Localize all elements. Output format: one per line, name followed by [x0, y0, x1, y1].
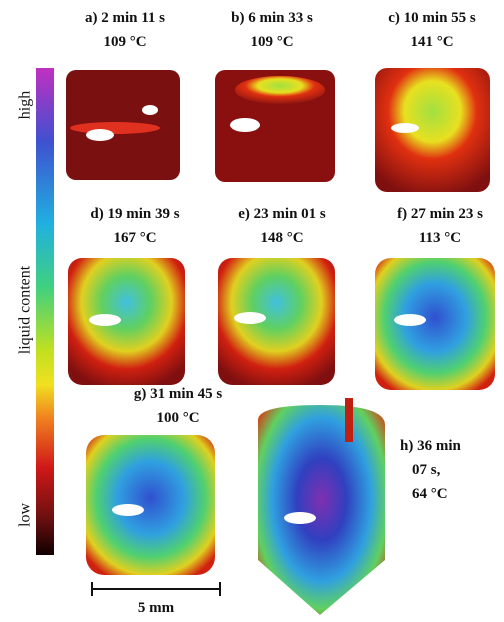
panel-label: 109 °C: [250, 34, 293, 50]
panel-label: f) 27 min 23 s: [397, 206, 483, 222]
panel-label: 141 °C: [410, 34, 453, 50]
colorbar-low: low: [17, 503, 34, 527]
panel-label: d) 19 min 39 s: [90, 206, 179, 222]
scale-bar: [92, 582, 220, 596]
colorbar: [36, 68, 54, 555]
panel-label: 07 s,: [412, 462, 441, 478]
panel-label: 113 °C: [419, 230, 461, 246]
panel-label: b) 6 min 33 s: [231, 10, 313, 26]
panel-label: a) 2 min 11 s: [85, 10, 165, 26]
panel-label: 148 °C: [260, 230, 303, 246]
panel-label: 167 °C: [113, 230, 156, 246]
panel-label: 64 °C: [412, 486, 448, 502]
panel-label: 100 °C: [156, 410, 199, 426]
panel-label: e) 23 min 01 s: [238, 206, 326, 222]
panel-label: c) 10 min 55 s: [388, 10, 476, 26]
images: [66, 68, 495, 615]
colorbar-high: high: [17, 91, 34, 119]
colorbar-label: liquid content: [17, 265, 34, 354]
figure: high liquid content low 5 mm a) 2 min 11…: [0, 0, 504, 622]
panel-label: g) 31 min 45 s: [134, 386, 223, 402]
panel-label: h) 36 min: [400, 438, 462, 454]
scale-bar-label: 5 mm: [138, 600, 175, 616]
panel-label: 109 °C: [103, 34, 146, 50]
